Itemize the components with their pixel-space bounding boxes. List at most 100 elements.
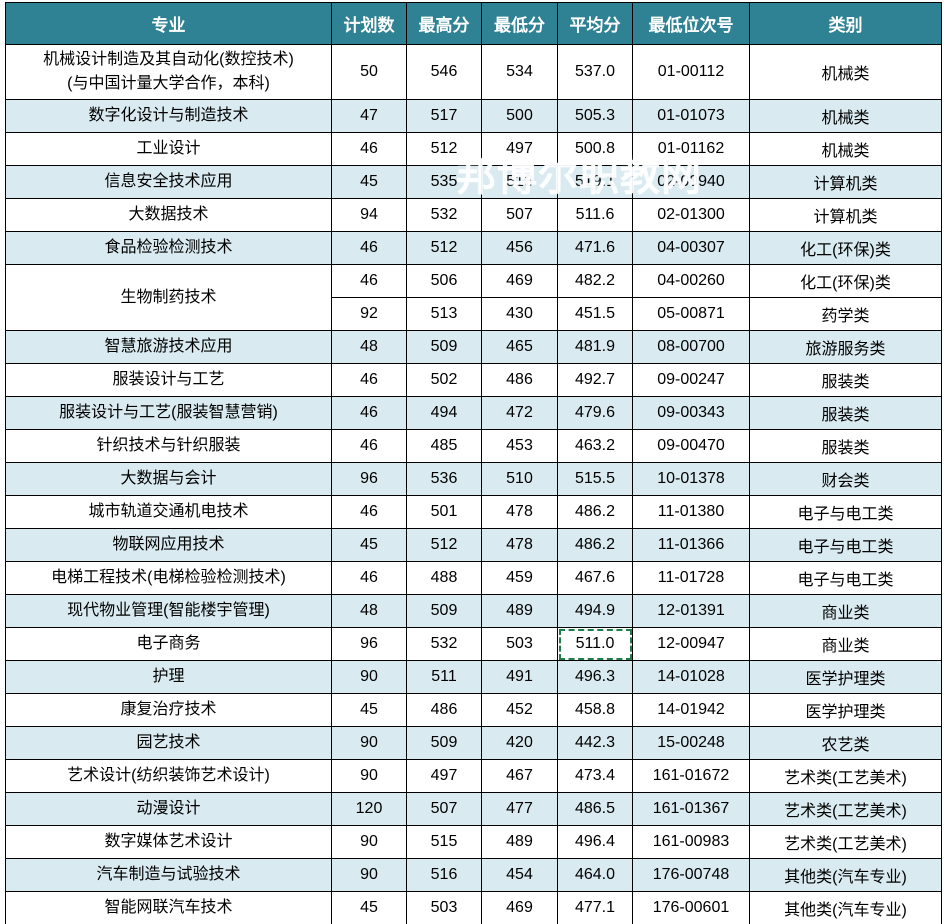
min-rank-cell[interactable]: 04-00260	[632, 264, 750, 298]
plan-count-cell[interactable]: 96	[331, 462, 407, 496]
major-cell[interactable]: 电子商务	[5, 627, 332, 661]
min-rank-cell[interactable]: 11-01380	[632, 495, 750, 529]
avg-score-cell[interactable]: 458.8	[557, 693, 633, 727]
max-score-cell[interactable]: 516	[406, 858, 482, 892]
plan-count-cell[interactable]: 45	[331, 693, 407, 727]
min-score-cell[interactable]: 486	[481, 363, 558, 397]
category-cell[interactable]: 电子与电工类	[749, 561, 942, 595]
min-score-cell[interactable]: 477	[481, 792, 558, 826]
category-cell[interactable]: 计算机类	[749, 165, 942, 199]
plan-count-cell[interactable]: 48	[331, 330, 407, 364]
max-score-cell[interactable]: 511	[406, 660, 482, 694]
avg-score-cell[interactable]: 481.9	[557, 330, 633, 364]
category-cell[interactable]: 商业类	[749, 627, 942, 661]
category-cell[interactable]: 其他类(汽车专业)	[749, 858, 942, 892]
min-score-cell[interactable]: 489	[481, 594, 558, 628]
category-cell[interactable]: 农艺类	[749, 726, 942, 760]
max-score-cell[interactable]: 532	[406, 198, 482, 232]
category-cell[interactable]: 医学护理类	[749, 693, 942, 727]
min-score-cell[interactable]: 489	[481, 825, 558, 859]
max-score-cell[interactable]: 532	[406, 627, 482, 661]
min-rank-cell[interactable]: 09-00343	[632, 396, 750, 430]
avg-score-cell-selected[interactable]: 511.0	[557, 627, 633, 661]
plan-count-cell[interactable]: 46	[331, 363, 407, 397]
avg-score-cell[interactable]: 486.2	[557, 495, 633, 529]
min-score-cell[interactable]: 510	[481, 462, 558, 496]
min-score-cell[interactable]: 534	[481, 44, 558, 100]
category-cell[interactable]: 艺术类(工艺美术)	[749, 792, 942, 826]
major-cell[interactable]: 现代物业管理(智能楼宇管理)	[5, 594, 332, 628]
category-cell[interactable]: 商业类	[749, 594, 942, 628]
min-score-cell[interactable]: 469	[481, 264, 558, 298]
avg-score-cell[interactable]: 519.1	[557, 165, 633, 199]
category-cell[interactable]: 电子与电工类	[749, 495, 942, 529]
avg-score-cell[interactable]: 471.6	[557, 231, 633, 265]
plan-count-cell[interactable]: 92	[331, 297, 407, 331]
min-rank-cell[interactable]: 12-01391	[632, 594, 750, 628]
max-score-cell[interactable]: 517	[406, 99, 482, 133]
min-rank-cell[interactable]: 11-01366	[632, 528, 750, 562]
min-rank-cell[interactable]: 02-01300	[632, 198, 750, 232]
max-score-cell[interactable]: 497	[406, 759, 482, 793]
avg-score-cell[interactable]: 486.2	[557, 528, 633, 562]
min-rank-cell[interactable]: 10-01378	[632, 462, 750, 496]
plan-count-cell[interactable]: 46	[331, 132, 407, 166]
max-score-cell[interactable]: 509	[406, 330, 482, 364]
avg-score-cell[interactable]: 486.5	[557, 792, 633, 826]
avg-score-cell[interactable]: 442.3	[557, 726, 633, 760]
max-score-cell[interactable]: 501	[406, 495, 482, 529]
major-cell[interactable]: 食品检验检测技术	[5, 231, 332, 265]
min-rank-cell[interactable]: 161-01672	[632, 759, 750, 793]
category-cell[interactable]: 化工(环保)类	[749, 231, 942, 265]
min-rank-cell[interactable]: 14-01942	[632, 693, 750, 727]
min-score-cell[interactable]: 513	[481, 165, 558, 199]
min-score-cell[interactable]: 469	[481, 891, 558, 924]
category-cell[interactable]: 机械类	[749, 99, 942, 133]
plan-count-cell[interactable]: 90	[331, 759, 407, 793]
max-score-cell[interactable]: 509	[406, 726, 482, 760]
avg-score-cell[interactable]: 511.6	[557, 198, 633, 232]
avg-score-cell[interactable]: 496.3	[557, 660, 633, 694]
avg-score-cell[interactable]: 537.0	[557, 44, 633, 100]
min-rank-cell[interactable]: 01-00112	[632, 44, 750, 100]
major-cell[interactable]: 城市轨道交通机电技术	[5, 495, 332, 529]
min-score-cell[interactable]: 507	[481, 198, 558, 232]
category-cell[interactable]: 财会类	[749, 462, 942, 496]
min-rank-cell[interactable]: 09-00470	[632, 429, 750, 463]
min-score-cell[interactable]: 491	[481, 660, 558, 694]
category-cell[interactable]: 计算机类	[749, 198, 942, 232]
min-rank-cell[interactable]: 161-00983	[632, 825, 750, 859]
min-rank-cell[interactable]: 176-00748	[632, 858, 750, 892]
max-score-cell[interactable]: 535	[406, 165, 482, 199]
max-score-cell[interactable]: 512	[406, 231, 482, 265]
plan-count-cell[interactable]: 120	[331, 792, 407, 826]
avg-score-cell[interactable]: 505.3	[557, 99, 633, 133]
category-cell[interactable]: 电子与电工类	[749, 528, 942, 562]
min-rank-cell[interactable]: 08-00700	[632, 330, 750, 364]
plan-count-cell[interactable]: 45	[331, 891, 407, 924]
major-cell[interactable]: 数字媒体艺术设计	[5, 825, 332, 859]
category-cell[interactable]: 其他类(汽车专业)	[749, 891, 942, 924]
avg-score-cell[interactable]: 515.5	[557, 462, 633, 496]
col-header-min[interactable]: 最低分	[481, 2, 558, 45]
major-cell[interactable]: 针织技术与针织服装	[5, 429, 332, 463]
plan-count-cell[interactable]: 50	[331, 44, 407, 100]
major-cell[interactable]: 生物制药技术	[5, 264, 332, 331]
plan-count-cell[interactable]: 94	[331, 198, 407, 232]
category-cell[interactable]: 服装类	[749, 396, 942, 430]
max-score-cell[interactable]: 512	[406, 528, 482, 562]
plan-count-cell[interactable]: 45	[331, 528, 407, 562]
avg-score-cell[interactable]: 451.5	[557, 297, 633, 331]
major-cell[interactable]: 艺术设计(纺织装饰艺术设计)	[5, 759, 332, 793]
min-score-cell[interactable]: 454	[481, 858, 558, 892]
min-rank-cell[interactable]: 04-00307	[632, 231, 750, 265]
min-score-cell[interactable]: 472	[481, 396, 558, 430]
min-rank-cell[interactable]: 05-00871	[632, 297, 750, 331]
category-cell[interactable]: 艺术类(工艺美术)	[749, 759, 942, 793]
min-rank-cell[interactable]: 161-01367	[632, 792, 750, 826]
plan-count-cell[interactable]: 90	[331, 858, 407, 892]
min-score-cell[interactable]: 478	[481, 495, 558, 529]
category-cell[interactable]: 化工(环保)类	[749, 264, 942, 298]
plan-count-cell[interactable]: 46	[331, 561, 407, 595]
min-score-cell[interactable]: 503	[481, 627, 558, 661]
